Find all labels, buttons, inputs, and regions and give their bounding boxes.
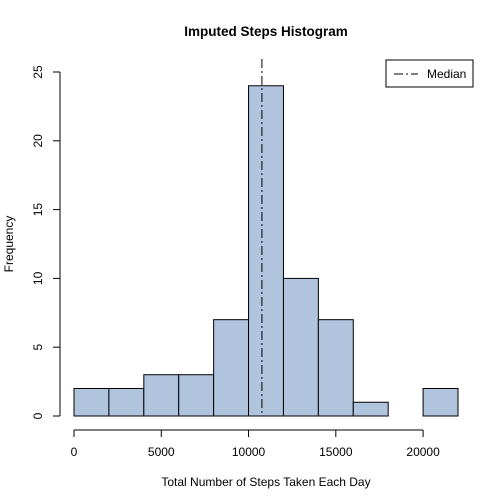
chart-title: Imputed Steps Histogram — [184, 24, 348, 39]
histogram-bars — [73, 85, 459, 417]
histogram-bar — [248, 85, 284, 417]
x-axis-label: Total Number of Steps Taken Each Day — [161, 475, 370, 489]
histogram-bar — [108, 387, 145, 417]
y-tick-label: 5 — [31, 344, 45, 351]
y-tick-label: 15 — [31, 203, 45, 217]
histogram-bar — [213, 319, 250, 417]
x-tick-label: 15000 — [319, 445, 353, 459]
x-tick-label: 5000 — [148, 445, 175, 459]
y-tick-label: 0 — [31, 412, 45, 419]
histogram-bar — [422, 387, 459, 417]
y-tick-label: 10 — [31, 271, 45, 285]
histogram-bar — [352, 401, 389, 417]
x-tick-label: 0 — [71, 445, 78, 459]
y-tick-label: 25 — [31, 65, 45, 79]
y-axis: 0 5 10 15 20 25 — [31, 65, 61, 419]
y-tick-label: 20 — [31, 134, 45, 148]
histogram-bar — [317, 319, 354, 417]
y-axis-label: Frequency — [2, 216, 16, 273]
x-axis: 0 5000 10000 15000 20000 — [71, 429, 440, 459]
histogram-bar — [282, 277, 319, 417]
histogram-bar — [143, 374, 180, 417]
x-tick-label: 20000 — [406, 445, 440, 459]
histogram-bar — [178, 374, 215, 417]
histogram-bar — [73, 387, 110, 417]
x-tick-label: 10000 — [232, 445, 266, 459]
legend: Median — [385, 59, 474, 88]
legend-median-label: Median — [427, 67, 466, 81]
